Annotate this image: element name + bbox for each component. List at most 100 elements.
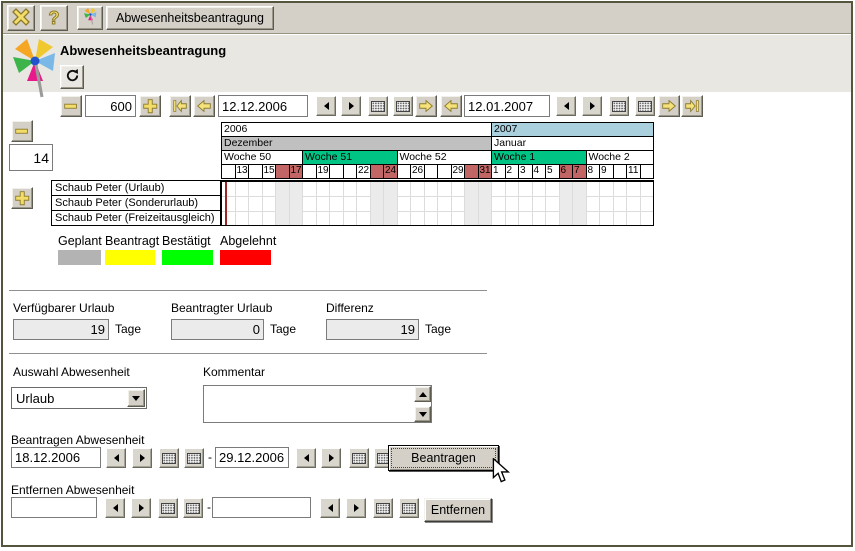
grid-column (370, 182, 384, 225)
arrow-right-icon (419, 99, 433, 113)
rows-collapse-button[interactable] (11, 120, 33, 142)
day-cell: 2 (505, 165, 519, 178)
request-from-date-input[interactable] (11, 447, 101, 468)
grid-column (425, 182, 438, 225)
day-cell: 4 (532, 165, 546, 178)
remove-to-back-button[interactable] (320, 498, 340, 518)
remove-to-calendar-button-2[interactable] (399, 498, 419, 518)
day-cell: 22 (357, 165, 371, 178)
start-calendar-button-2[interactable] (393, 96, 413, 116)
remove-from-calendar-button[interactable] (158, 498, 178, 518)
available-vacation-value (13, 319, 109, 340)
comment-label: Kommentar (203, 365, 266, 379)
absence-type-select[interactable]: Urlaub (11, 387, 147, 409)
end-calendar-button[interactable] (609, 96, 629, 116)
request-to-forward-button[interactable] (321, 448, 341, 468)
scroll-down-button[interactable] (414, 406, 431, 422)
close-button[interactable] (7, 5, 35, 31)
schedule-grid[interactable] (221, 180, 654, 226)
grid-column (452, 182, 465, 225)
grid-column (384, 182, 398, 225)
end-day-forward-button[interactable] (582, 96, 602, 116)
end-calendar-button-2[interactable] (635, 96, 655, 116)
row-count-input[interactable] (9, 144, 53, 171)
request-to-back-button[interactable] (296, 448, 316, 468)
arrow-left-icon (444, 99, 458, 113)
remove-button[interactable]: Entfernen (424, 498, 492, 522)
zoom-value-input[interactable] (85, 95, 136, 117)
calendar-icon (186, 502, 200, 514)
day-cell (438, 165, 452, 178)
grid-column (289, 182, 303, 225)
grid-column (357, 182, 371, 225)
tab-button[interactable]: Abwesenheitsbeantragung (106, 6, 274, 30)
help-button[interactable]: ? (40, 5, 68, 31)
request-from-forward-button[interactable] (132, 448, 152, 468)
calendar-year-row: 2006 2007 (221, 122, 654, 137)
day-cell: 9 (600, 165, 614, 178)
range-start-date-input[interactable] (218, 95, 308, 117)
plus-icon (15, 191, 30, 206)
request-from-back-button[interactable] (106, 448, 126, 468)
calendar-icon (396, 100, 410, 112)
refresh-button[interactable] (60, 65, 84, 89)
minus-icon (15, 128, 28, 134)
grid-column (438, 182, 452, 225)
scroll-left-button[interactable] (193, 95, 215, 117)
resource-row: Schaub Peter (Sonderurlaub) (52, 196, 220, 211)
mouse-cursor (492, 457, 511, 488)
comment-textarea[interactable] (203, 385, 432, 423)
requested-vacation-value (171, 319, 264, 340)
triangle-left-icon (113, 454, 119, 462)
end-scroll-left-button[interactable] (440, 95, 462, 117)
zoom-out-button[interactable] (60, 95, 82, 117)
start-calendar-button[interactable] (368, 96, 388, 116)
separator (9, 290, 487, 292)
tab-pinwheel-button[interactable] (77, 6, 103, 30)
unit-label: Tage (270, 322, 297, 336)
remove-from-forward-button[interactable] (131, 498, 151, 518)
skip-to-end-button[interactable] (681, 95, 703, 117)
day-cell: 3 (519, 165, 533, 178)
day-cell: 24 (384, 165, 398, 178)
start-day-back-button[interactable] (316, 96, 336, 116)
end-day-back-button[interactable] (556, 96, 576, 116)
calendar-icon (638, 100, 652, 112)
scroll-up-button[interactable] (414, 386, 431, 402)
legend-label: Bestätigt (162, 234, 211, 248)
request-to-calendar-button[interactable] (349, 448, 369, 468)
grid-column (600, 182, 614, 225)
zoom-in-button[interactable] (139, 95, 161, 117)
end-scroll-right-button[interactable] (658, 95, 680, 117)
grid-column (344, 182, 357, 225)
request-to-date-input[interactable] (215, 447, 289, 468)
skip-to-start-button[interactable] (169, 95, 191, 117)
day-cell: 13 (235, 165, 249, 178)
unit-label: Tage (115, 322, 142, 336)
calendar-icon (187, 452, 201, 464)
remove-from-calendar-button-2[interactable] (183, 498, 203, 518)
request-from-calendar-button-2[interactable] (184, 448, 204, 468)
start-day-forward-button[interactable] (341, 96, 361, 116)
legend-swatch-beantragt (105, 250, 155, 265)
grid-column (573, 182, 587, 225)
remove-to-calendar-button[interactable] (373, 498, 393, 518)
grid-column (641, 182, 654, 225)
triangle-right-icon (328, 454, 334, 462)
grid-column (614, 182, 627, 225)
day-cell (640, 165, 653, 178)
submit-request-button[interactable]: Beantragen (388, 445, 499, 471)
request-from-calendar-button[interactable] (159, 448, 179, 468)
grid-column (478, 182, 492, 225)
chevron-down-icon[interactable] (127, 389, 145, 407)
remove-from-back-button[interactable] (105, 498, 125, 518)
remove-to-date-input[interactable] (212, 497, 311, 518)
remove-from-date-input[interactable] (11, 497, 97, 518)
week-cell: Woche 51 (303, 151, 398, 164)
range-end-date-input[interactable] (464, 95, 550, 117)
scroll-right-button[interactable] (415, 95, 437, 117)
rows-expand-button[interactable] (11, 187, 33, 209)
remove-to-forward-button[interactable] (346, 498, 366, 518)
grid-column (587, 182, 600, 225)
